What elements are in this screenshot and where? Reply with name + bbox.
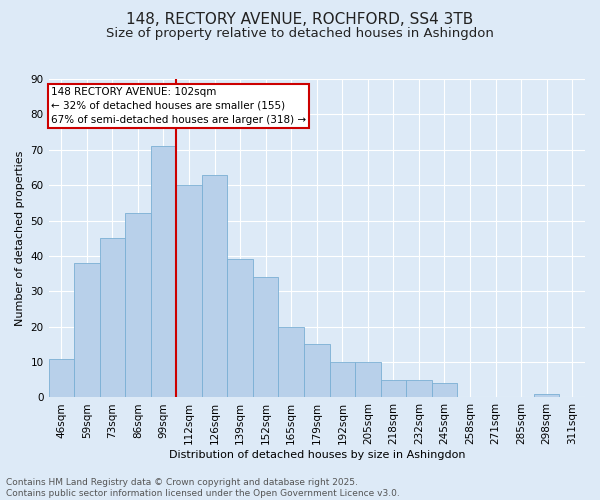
Bar xyxy=(329,362,355,398)
Text: 148 RECTORY AVENUE: 102sqm
← 32% of detached houses are smaller (155)
67% of sem: 148 RECTORY AVENUE: 102sqm ← 32% of deta… xyxy=(51,87,307,125)
Text: 148, RECTORY AVENUE, ROCHFORD, SS4 3TB: 148, RECTORY AVENUE, ROCHFORD, SS4 3TB xyxy=(127,12,473,28)
Bar xyxy=(100,238,125,398)
X-axis label: Distribution of detached houses by size in Ashingdon: Distribution of detached houses by size … xyxy=(169,450,465,460)
Bar xyxy=(304,344,329,398)
Bar xyxy=(534,394,559,398)
Bar xyxy=(432,384,457,398)
Bar xyxy=(355,362,380,398)
Text: Contains HM Land Registry data © Crown copyright and database right 2025.
Contai: Contains HM Land Registry data © Crown c… xyxy=(6,478,400,498)
Bar xyxy=(278,326,304,398)
Bar xyxy=(151,146,176,398)
Bar xyxy=(202,174,227,398)
Bar xyxy=(125,214,151,398)
Bar xyxy=(380,380,406,398)
Y-axis label: Number of detached properties: Number of detached properties xyxy=(15,150,25,326)
Bar xyxy=(176,185,202,398)
Bar xyxy=(227,260,253,398)
Text: Size of property relative to detached houses in Ashingdon: Size of property relative to detached ho… xyxy=(106,28,494,40)
Bar xyxy=(74,263,100,398)
Bar xyxy=(49,358,74,398)
Bar xyxy=(406,380,432,398)
Bar xyxy=(253,277,278,398)
